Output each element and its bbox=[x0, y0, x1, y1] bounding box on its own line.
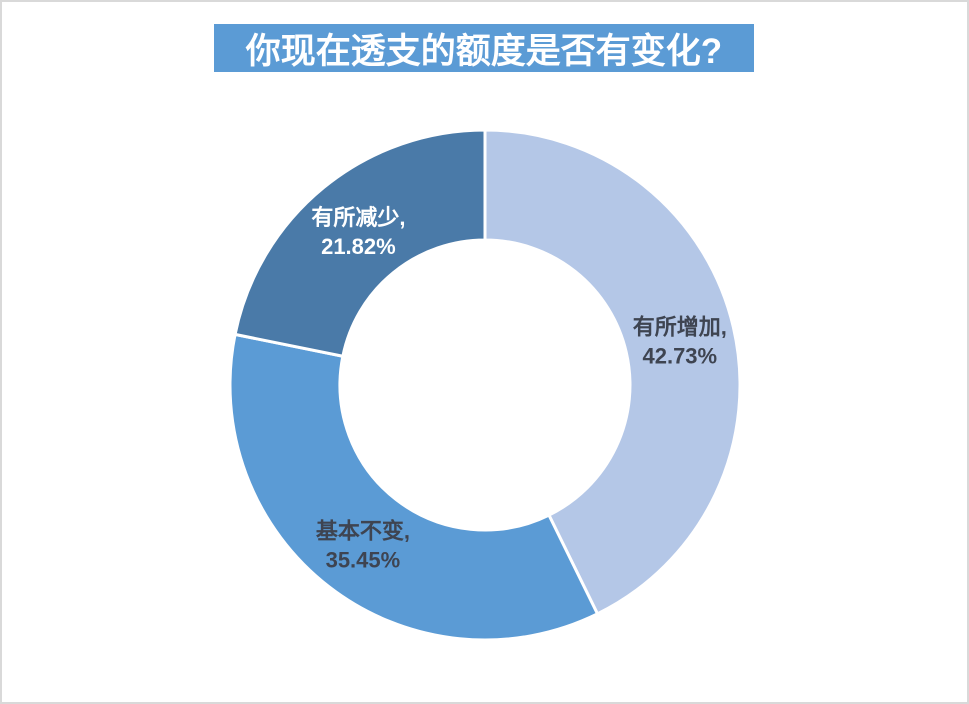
donut-segment bbox=[233, 128, 487, 358]
donut-segment bbox=[228, 332, 600, 642]
data-label-category: 基本不变, bbox=[316, 518, 410, 543]
chart-title: 你现在透支的额度是否有变化? bbox=[245, 31, 723, 71]
data-label: 有所减少, 21.82% bbox=[311, 205, 405, 259]
donut-segment bbox=[483, 128, 742, 616]
data-label: 有所增加, 42.73% bbox=[633, 315, 727, 369]
data-label-category: 有所减少, bbox=[311, 205, 405, 230]
data-label: 基本不变, 35.45% bbox=[316, 518, 410, 572]
data-label-category: 有所增加, bbox=[633, 315, 727, 340]
data-label-value: 42.73% bbox=[642, 344, 717, 369]
chart-title-banner: 你现在透支的额度是否有变化? bbox=[214, 24, 754, 72]
data-label-value: 21.82% bbox=[321, 234, 396, 259]
data-label-value: 35.45% bbox=[326, 547, 401, 572]
